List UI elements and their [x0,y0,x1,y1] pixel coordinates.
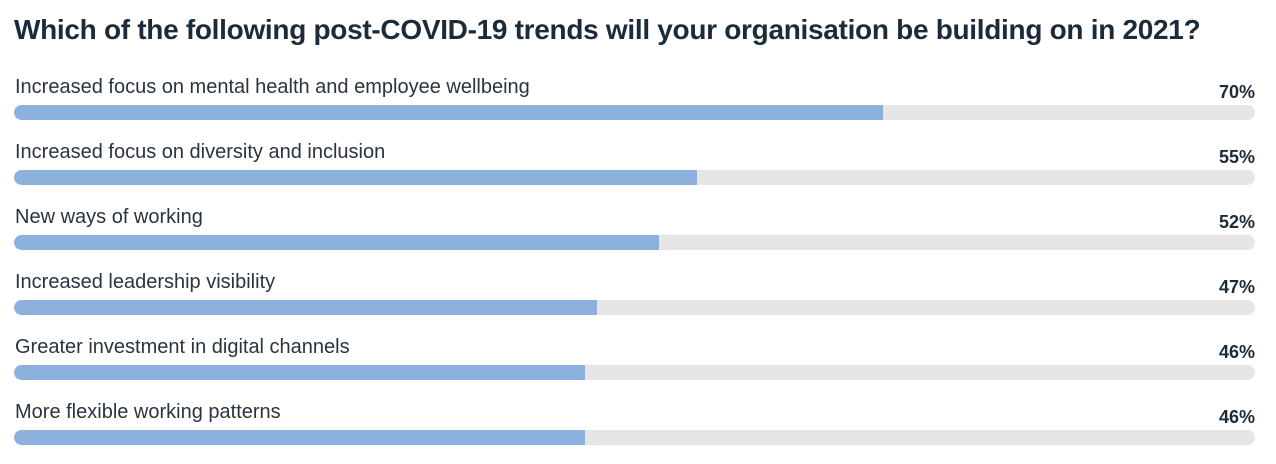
bar-chart: Increased focus on mental health and emp… [14,74,1255,464]
bar-value-label: 46% [1218,342,1255,362]
bar-track [14,105,1255,120]
bar [14,300,598,315]
bar-label: Increased focus on diversity and inclusi… [15,141,386,163]
bar [14,105,883,120]
bar-label: Greater investment in digital channels [15,336,350,358]
bar [14,170,697,185]
bar-row: Increased focus on mental health and emp… [14,74,1255,139]
bar-track [14,300,1255,315]
bar-track [14,170,1255,185]
bar-row: New ways of working 52% [14,204,1255,269]
bar-track [14,235,1255,250]
bar-value-label: 70% [1218,82,1255,102]
bar-row: Greater investment in digital channels 46… [14,334,1255,399]
bar-value-label: 46% [1218,407,1255,427]
bar-label: Increased focus on mental health and emp… [15,76,530,98]
bar-track [14,365,1255,380]
bar [14,430,585,445]
bar-row: Increased leadership visibility 47% [14,269,1255,334]
bar-value-label: 55% [1218,147,1255,167]
bar-label: More flexible working patterns [15,401,281,423]
bar [14,365,585,380]
bar-row: More flexible working patterns 46% [14,399,1255,464]
bar-value-label: 52% [1218,212,1255,232]
bar-value-label: 47% [1218,277,1255,297]
bar-label: Increased leadership visibility [15,271,276,293]
bar-row: Increased focus on diversity and inclusi… [14,139,1255,204]
bar [14,235,660,250]
bar-label: New ways of working [15,206,203,228]
bar-track [14,430,1255,445]
chart-title: Which of the following post-COVID-19 tre… [14,14,1201,45]
